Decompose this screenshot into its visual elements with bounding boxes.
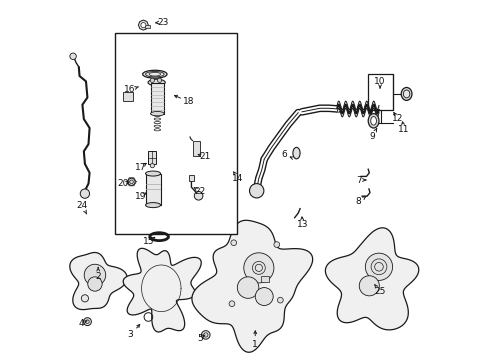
Circle shape xyxy=(365,253,392,280)
Text: 1: 1 xyxy=(252,341,258,350)
Text: 6: 6 xyxy=(281,150,287,159)
Text: 18: 18 xyxy=(183,97,194,106)
Bar xyxy=(150,83,164,114)
Text: 20: 20 xyxy=(117,179,129,188)
Circle shape xyxy=(150,78,154,82)
Circle shape xyxy=(157,78,162,82)
Bar xyxy=(192,140,199,156)
Ellipse shape xyxy=(370,117,376,125)
Circle shape xyxy=(277,297,283,303)
Polygon shape xyxy=(325,228,418,330)
Bar xyxy=(148,151,156,164)
Circle shape xyxy=(201,330,210,339)
Ellipse shape xyxy=(145,171,160,176)
Polygon shape xyxy=(138,20,148,30)
Text: 12: 12 xyxy=(391,114,403,123)
Ellipse shape xyxy=(142,70,167,78)
Text: 9: 9 xyxy=(368,132,374,141)
Ellipse shape xyxy=(292,147,300,159)
Ellipse shape xyxy=(150,112,164,116)
Circle shape xyxy=(244,253,273,283)
Circle shape xyxy=(83,318,91,325)
Ellipse shape xyxy=(148,79,165,86)
Bar xyxy=(189,175,194,181)
Text: 25: 25 xyxy=(374,287,385,296)
Ellipse shape xyxy=(400,87,411,100)
Circle shape xyxy=(359,276,379,296)
Circle shape xyxy=(88,277,102,291)
Circle shape xyxy=(150,163,154,168)
Bar xyxy=(260,276,268,282)
Polygon shape xyxy=(123,248,201,332)
Text: 5: 5 xyxy=(196,334,202,343)
Circle shape xyxy=(228,301,234,307)
Text: 4: 4 xyxy=(79,319,84,328)
Bar xyxy=(122,92,132,101)
Circle shape xyxy=(84,264,105,286)
Polygon shape xyxy=(70,252,127,310)
Text: 3: 3 xyxy=(127,330,133,339)
Ellipse shape xyxy=(145,203,160,208)
Circle shape xyxy=(273,242,279,247)
Circle shape xyxy=(230,240,236,246)
Text: 24: 24 xyxy=(77,201,88,210)
Text: 21: 21 xyxy=(199,152,210,161)
Text: 10: 10 xyxy=(373,77,385,86)
Text: 17: 17 xyxy=(135,163,146,172)
Circle shape xyxy=(80,189,89,198)
Circle shape xyxy=(70,53,76,59)
Ellipse shape xyxy=(403,90,409,98)
Circle shape xyxy=(194,192,203,200)
Polygon shape xyxy=(191,220,312,352)
Text: 22: 22 xyxy=(194,187,205,196)
Text: 13: 13 xyxy=(296,220,308,229)
Bar xyxy=(145,174,160,205)
Circle shape xyxy=(249,184,264,198)
Text: 14: 14 xyxy=(232,174,243,183)
Circle shape xyxy=(141,23,145,28)
Bar xyxy=(115,33,237,234)
Text: 15: 15 xyxy=(143,237,155,246)
Circle shape xyxy=(81,295,88,302)
Bar xyxy=(367,74,392,110)
Text: 8: 8 xyxy=(355,197,361,206)
Text: 7: 7 xyxy=(356,176,362,185)
Circle shape xyxy=(128,178,135,185)
Text: 2: 2 xyxy=(95,272,101,281)
Ellipse shape xyxy=(367,114,378,128)
Circle shape xyxy=(237,277,258,298)
Text: 23: 23 xyxy=(157,18,168,27)
Bar xyxy=(144,26,150,28)
Text: 16: 16 xyxy=(124,85,135,94)
Text: 19: 19 xyxy=(135,192,146,201)
Text: 11: 11 xyxy=(398,125,409,134)
Circle shape xyxy=(255,288,273,306)
